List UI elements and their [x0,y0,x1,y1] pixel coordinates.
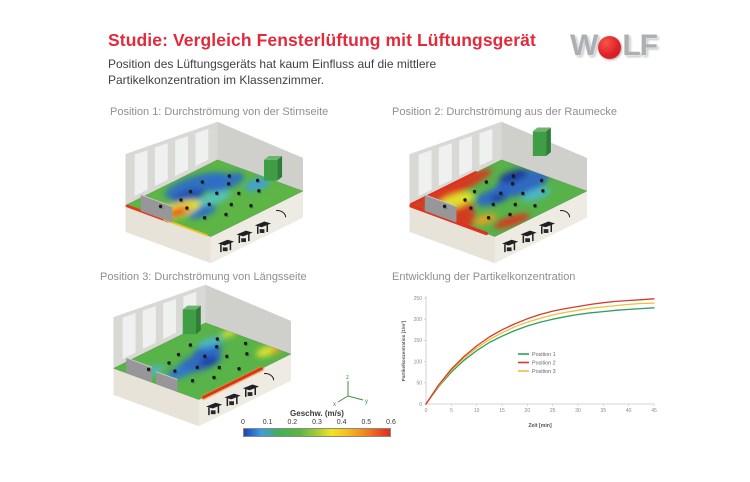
svg-text:100: 100 [414,359,423,365]
svg-text:25: 25 [550,408,556,414]
cfd-room-position-2 [408,121,588,264]
velocity-colorbar: Geschw. (m/s) 0 0.1 0.2 0.3 0.4 0.5 0.6 [241,409,396,437]
svg-text:y: y [365,399,368,405]
svg-text:Position 2: Position 2 [532,360,556,366]
svg-text:5: 5 [450,408,453,414]
svg-text:x: x [333,402,336,408]
svg-text:Position 1: Position 1 [532,352,556,358]
colorbar-tick: 0.6 [386,419,396,426]
svg-text:250: 250 [414,296,423,302]
colorbar-tick-labels: 0 0.1 0.2 0.3 0.4 0.5 0.6 [241,419,396,428]
svg-text:Partikelkonzentration [1/m³]: Partikelkonzentration [1/m³] [401,320,406,381]
colorbar-gradient [243,428,391,437]
svg-text:200: 200 [414,317,423,323]
colorbar-tick: 0.1 [262,419,273,426]
colorbar-tick: 0.4 [336,419,347,426]
svg-text:Zeit [min]: Zeit [min] [528,423,552,429]
svg-text:20: 20 [525,408,531,414]
panel-label-position-1: Position 1: Durchströmung von der Stirns… [110,106,329,118]
wolf-logo-red-circle-icon [598,35,622,59]
wolf-logo: W LF [566,28,661,64]
svg-text:50: 50 [416,381,422,387]
svg-text:Position 3: Position 3 [532,369,556,375]
svg-text:0: 0 [419,402,422,408]
cfd-room-position-3 [112,284,292,427]
svg-text:150: 150 [414,338,423,344]
svg-text:40: 40 [626,408,632,414]
coordinate-axes-icon: z x y [333,375,368,408]
svg-text:z: z [346,375,349,381]
colorbar-tick: 0.5 [361,419,372,426]
page-subtitle: Position des Lüftungsgeräts hat kaum Ein… [108,57,437,88]
panel-label-chart: Entwicklung der Partikelkonzentration [392,271,576,283]
colorbar-title: Geschw. (m/s) [290,409,344,418]
cfd-room-position-1 [124,121,304,264]
colorbar-tick: 0.3 [312,419,322,426]
colorbar-tick: 0 [241,419,245,426]
page-title: Studie: Vergleich Fensterlüftung mit Lüf… [108,30,536,50]
panel-label-position-3: Position 3: Durchströmung von Längsseite [100,271,307,283]
svg-text:10: 10 [474,408,480,414]
svg-text:0: 0 [425,408,428,414]
wolf-logo-letter-w: W [570,29,598,62]
particle-concentration-chart: 0 50 100 150 200 250 0 5 10 15 20 25 30 35 40 45 Zeit [m… [401,296,657,429]
colorbar-tick: 0.2 [287,419,298,426]
svg-text:30: 30 [575,408,581,414]
svg-text:35: 35 [601,408,607,414]
svg-text:15: 15 [499,408,505,414]
wolf-logo-letters-lf: LF [622,29,658,62]
panel-label-position-2: Position 2: Durchströmung aus der Raumec… [392,106,617,118]
svg-text:45: 45 [651,408,657,414]
